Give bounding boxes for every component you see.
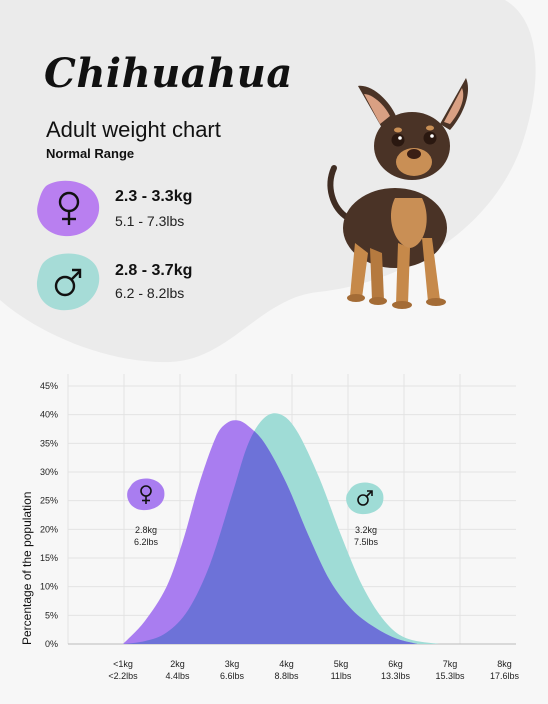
x-tick-lbs: 8.8lbs — [274, 671, 299, 681]
page-subtitle: Adult weight chart — [46, 117, 221, 142]
female-range-kg: 2.3 - 3.3kg — [115, 188, 193, 205]
y-tick-label: 25% — [40, 496, 58, 506]
male-range-kg: 2.8 - 3.7kg — [115, 262, 193, 279]
male-range-badge — [36, 250, 102, 312]
chart-areas — [123, 413, 440, 644]
y-tick-label: 15% — [40, 553, 58, 563]
x-tick-lbs: 11lbs — [331, 671, 352, 681]
x-tick-lbs: 15.3lbs — [435, 671, 465, 681]
weight-distribution-chart: 0% 5% 10% 15% 20% 25% 30% 35% 40% 45% <1kg <2.2lbs… — [40, 374, 520, 681]
x-tick-kg: 7kg — [443, 659, 458, 669]
y-tick-label: 35% — [40, 438, 58, 448]
female-range-lbs: 5.1 - 7.3lbs — [115, 213, 185, 229]
male-peak-kg: 3.2kg — [355, 525, 377, 535]
x-tick-kg: 4kg — [279, 659, 294, 669]
x-tick-lbs: 6.6lbs — [220, 671, 245, 681]
x-tick-lbs: 4.4lbs — [165, 671, 190, 681]
male-range-lbs: 6.2 - 8.2lbs — [115, 285, 185, 301]
page-title: Chihuahua — [44, 50, 293, 97]
x-tick-kg: 2kg — [170, 659, 185, 669]
y-tick-label: 45% — [40, 381, 58, 391]
x-tick-kg: 3kg — [225, 659, 240, 669]
male-peak-lbs: 7.5lbs — [354, 537, 379, 547]
x-tick-lbs: 13.3lbs — [381, 671, 411, 681]
y-tick-label: 5% — [45, 610, 58, 620]
female-peak-kg: 2.8kg — [135, 525, 157, 535]
female-range-badge — [36, 178, 102, 240]
x-tick-kg: 5kg — [334, 659, 349, 669]
x-tick-lbs: <2.2lbs — [108, 671, 138, 681]
range-label: Normal Range — [46, 146, 135, 161]
y-tick-label: 40% — [40, 410, 58, 420]
y-tick-label: 20% — [40, 524, 58, 534]
y-tick-label: 0% — [45, 639, 58, 649]
x-tick-lbs: 17.6lbs — [490, 671, 520, 681]
x-tick-kg: <1kg — [113, 659, 133, 669]
x-tick-kg: 8kg — [497, 659, 512, 669]
male-symbol-icon — [346, 482, 384, 515]
female-symbol-icon — [127, 478, 165, 511]
x-tick-kg: 6kg — [388, 659, 403, 669]
male-symbol-icon — [36, 253, 100, 311]
y-axis: 0% 5% 10% 15% 20% 25% 30% 35% 40% 45% — [40, 381, 58, 649]
peak-markers: 2.8kg 6.2lbs 3.2kg 7.5lbs — [127, 478, 384, 547]
chihuahua-photo — [327, 78, 469, 309]
y-tick-label: 30% — [40, 467, 58, 477]
female-peak-lbs: 6.2lbs — [134, 537, 159, 547]
female-symbol-icon — [37, 180, 100, 237]
x-axis: <1kg <2.2lbs 2kg 4.4lbs 3kg 6.6lbs 4kg 8.8lbs 5k… — [108, 659, 519, 681]
y-tick-label: 10% — [40, 582, 58, 592]
y-axis-label: Percentage of the population — [20, 491, 34, 645]
